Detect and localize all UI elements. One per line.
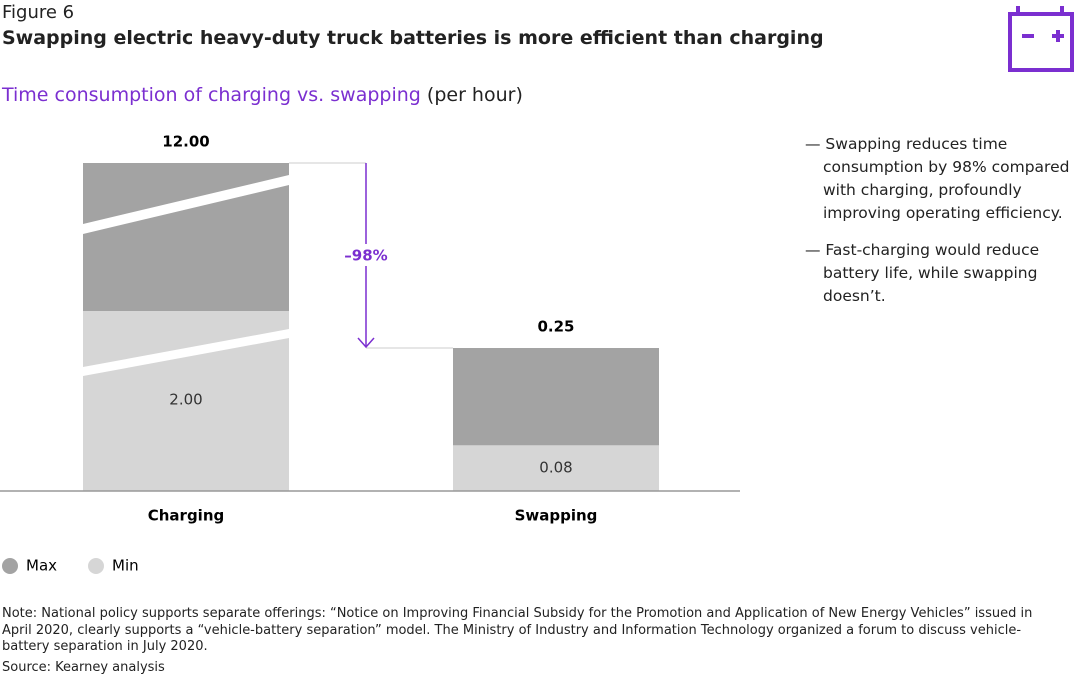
battery-icon bbox=[1008, 6, 1074, 72]
footnote: Note: National policy supports separate … bbox=[2, 606, 1033, 654]
legend-swatch bbox=[2, 558, 18, 574]
subtitle: Time consumption of charging vs. swappin… bbox=[2, 84, 421, 106]
notes: — Swapping reduces time consumption by 9… bbox=[805, 133, 1070, 322]
value-label: 2.00 bbox=[169, 391, 202, 409]
axis-break bbox=[83, 175, 289, 234]
value-label: 12.00 bbox=[162, 133, 209, 151]
figure-label: Figure 6 bbox=[2, 2, 75, 23]
value-label: 0.08 bbox=[539, 459, 572, 477]
annotation: –98% bbox=[344, 247, 387, 265]
bar bbox=[453, 445, 659, 491]
legend-swatch bbox=[88, 558, 104, 574]
subtitle-row: Time consumption of charging vs. swappin… bbox=[2, 84, 523, 106]
chart: 12.00 2.00 Charging 0.25 0.08 Swapping –98% Max… bbox=[0, 133, 740, 575]
legend-label: Min bbox=[112, 557, 139, 575]
legend-label: Max bbox=[26, 557, 57, 575]
chart-title: Swapping electric heavy-duty truck batte… bbox=[2, 27, 824, 49]
note: — Swapping reduces time consumption by 9… bbox=[805, 135, 1070, 222]
subtitle-unit: (per hour) bbox=[426, 84, 523, 106]
x-tick-label: Charging bbox=[148, 507, 225, 525]
annotation-bg bbox=[340, 244, 392, 266]
axis-break bbox=[83, 329, 289, 376]
note: — Fast-charging would reduce battery lif… bbox=[805, 241, 1040, 305]
value-label: 0.25 bbox=[537, 318, 574, 336]
x-tick-label: Swapping bbox=[515, 507, 598, 525]
source: Source: Kearney analysis bbox=[2, 660, 165, 675]
arrow-head bbox=[357, 337, 375, 349]
